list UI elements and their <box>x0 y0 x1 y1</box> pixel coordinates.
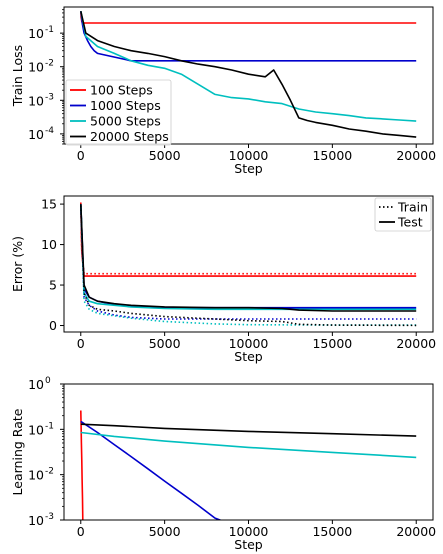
train-loss-ytick-exponent: -2 <box>45 59 54 69</box>
learning-rate-ytick-exponent: -3 <box>45 512 54 522</box>
train-loss-legend-label: 20000 Steps <box>90 129 169 144</box>
learning-rate-ytick-exponent: -1 <box>45 421 54 431</box>
error-series-line-4 <box>80 204 417 311</box>
learning-rate-xtick-label: 15000 <box>312 524 352 539</box>
train-loss-legend-label: 1000 Steps <box>90 98 161 113</box>
error-xtick-label: 5000 <box>149 336 181 351</box>
learning-rate-xlabel: Step <box>234 537 263 552</box>
learning-rate-xtick-label: 0 <box>77 524 85 539</box>
learning-rate-series-line-1 <box>80 420 223 520</box>
error-series-line-6 <box>80 204 417 312</box>
train-loss-xtick-label: 20000 <box>396 148 436 163</box>
learning-rate-ytick-exponent: 0 <box>45 376 51 386</box>
learning-rate-ytick-label: 10 <box>28 513 44 528</box>
error-ytick-label: 0 <box>49 318 57 333</box>
error-legend-label: Test <box>397 215 423 230</box>
learning-rate-xtick-label: 20000 <box>396 524 436 539</box>
error-ytick-label: 5 <box>49 278 57 293</box>
learning-rate-ytick-exponent: -2 <box>45 467 54 477</box>
error-ylabel: Error (%) <box>10 236 25 292</box>
error-xtick-label: 10000 <box>229 336 269 351</box>
error-series-line-7 <box>80 205 417 327</box>
learning-rate-series-line-3 <box>80 423 417 437</box>
train-loss-ytick-label: 10 <box>28 93 44 108</box>
learning-rate-ytick-label: 10 <box>28 422 44 437</box>
learning-rate-xtick-label: 5000 <box>149 524 181 539</box>
error-series-line-0 <box>80 202 417 277</box>
train-loss-xlabel: Step <box>234 161 263 176</box>
error-xtick-label: 20000 <box>396 336 436 351</box>
train-loss-series-line-3 <box>80 11 417 138</box>
learning-rate-series-line-0 <box>80 410 84 520</box>
train-loss-ytick-exponent: -3 <box>45 92 54 102</box>
train-loss-series-line-1 <box>80 11 417 62</box>
train-loss-xtick-label: 5000 <box>149 148 181 163</box>
learning-rate-axes-frame <box>63 383 434 521</box>
train-loss-ylabel: Train Loss <box>10 45 25 107</box>
train-loss-ytick-label: 10 <box>28 60 44 75</box>
learning-rate-xtick-label: 10000 <box>229 524 269 539</box>
train-loss-legend-label: 100 Steps <box>90 83 153 98</box>
train-loss-series-line-0 <box>80 11 417 24</box>
train-loss-ytick-exponent: -4 <box>45 126 54 136</box>
error-ytick-label: 10 <box>41 237 57 252</box>
train-loss-xtick-label: 10000 <box>229 148 269 163</box>
train-loss-xtick-label: 15000 <box>312 148 352 163</box>
learning-rate-ytick-label: 10 <box>28 468 44 483</box>
train-loss-legend <box>65 79 172 146</box>
error-legend-label: Train <box>397 200 428 215</box>
train-loss-ytick-label: 10 <box>28 26 44 41</box>
error-series-line-5 <box>80 205 417 326</box>
error-ytick-label: 15 <box>41 197 57 212</box>
error-panel: 0 5000 10000 15000 20000 0 5 10 15 Step Error (%) T… <box>10 195 436 364</box>
train-loss-legend-label: 5000 Steps <box>90 114 161 129</box>
learning-rate-ylabel: Learning Rate <box>10 408 25 495</box>
error-xlabel: Step <box>234 349 263 364</box>
learning-rate-ytick-label: 10 <box>28 377 44 392</box>
learning-rate-series-line-2 <box>80 431 417 459</box>
error-xtick-label: 15000 <box>312 336 352 351</box>
train-loss-ytick-label: 10 <box>28 127 44 142</box>
error-series-line-3 <box>80 208 417 320</box>
error-series-line-1 <box>80 204 417 275</box>
train-loss-ytick-exponent: -1 <box>45 25 54 35</box>
error-series-line-2 <box>80 204 417 309</box>
train-loss-series-line-2 <box>80 11 417 122</box>
train-loss-xtick-label: 0 <box>77 148 85 163</box>
error-xtick-label: 0 <box>77 336 85 351</box>
